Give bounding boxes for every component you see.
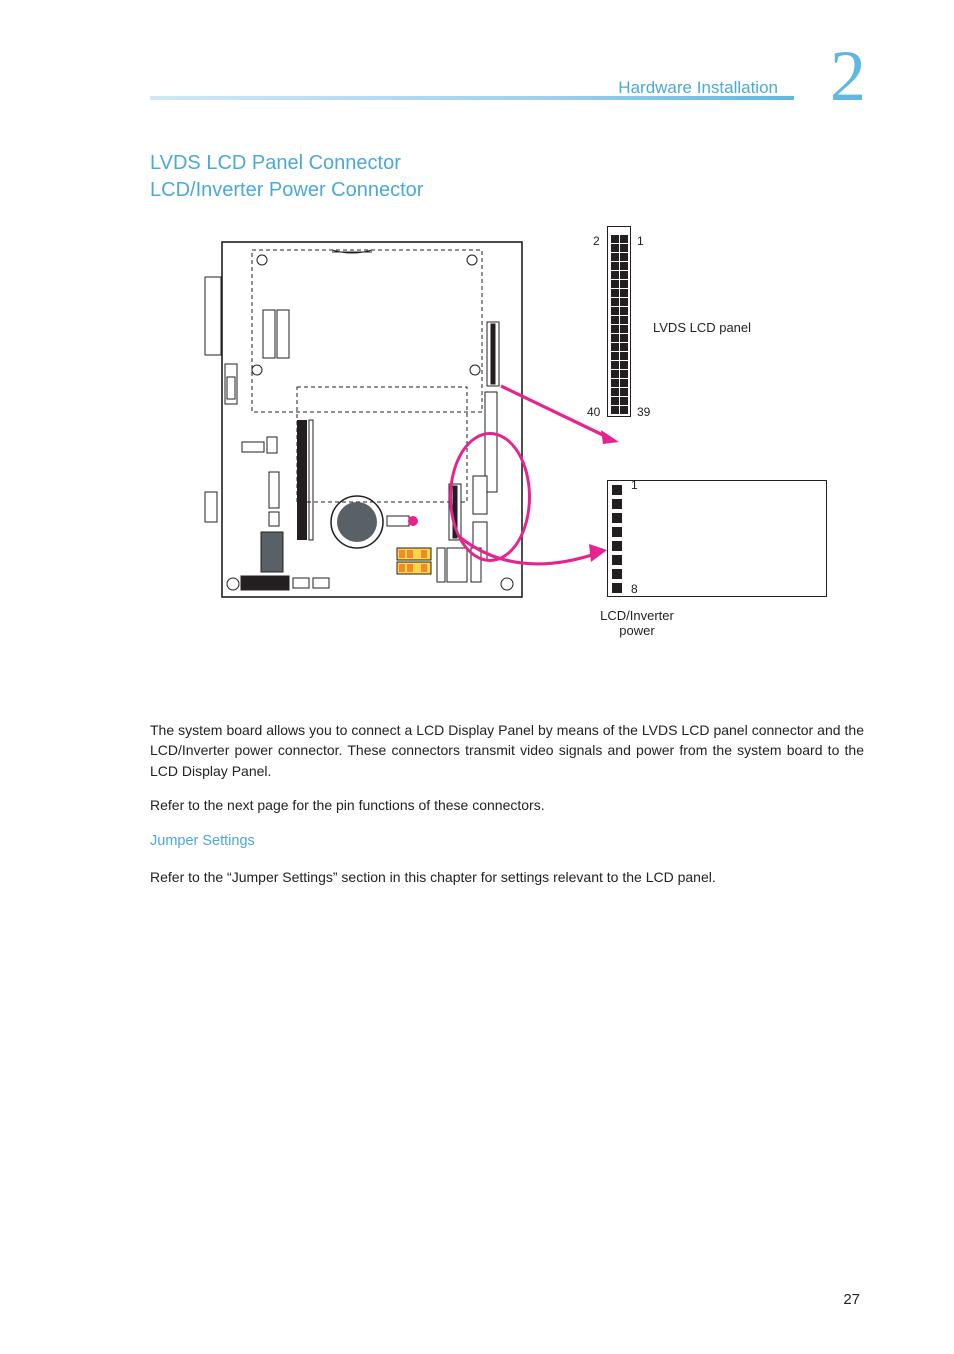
page-number: 27 [843,1291,860,1308]
lvds-pin [611,334,619,342]
inverter-label-line2: power [619,623,654,638]
lvds-pin [611,244,619,252]
lvds-pin [611,343,619,351]
inverter-pin [612,499,622,509]
diagram: 2 1 40 39 LVDS LCD panel 1 8 LCD/Inverte… [197,232,817,692]
inverter-label-line1: LCD/Inverter [600,608,674,623]
section-title-line2: LCD/Inverter Power Connector [150,179,423,201]
lvds-pin [620,235,628,243]
lvds-pin-top-right: 1 [637,234,644,248]
lvds-pin [620,253,628,261]
paragraph-2: Refer to the next page for the pin funct… [150,795,864,815]
paragraph-1: The system board allows you to connect a… [150,720,864,781]
lvds-pin [620,271,628,279]
lvds-pin [611,316,619,324]
arrow-to-inverter [455,532,615,592]
lvds-pin-bottom-right: 39 [637,405,650,419]
lvds-pin [620,262,628,270]
subheading-jumper-settings: Jumper Settings [150,833,864,849]
chapter-number: 2 [830,40,866,112]
inverter-label: LCD/Inverter power [577,608,697,638]
paragraph-3: Refer to the “Jumper Settings” section i… [150,867,864,887]
lvds-pin [620,244,628,252]
inverter-pin [612,513,622,523]
lvds-pin [611,307,619,315]
lvds-pin [611,361,619,369]
section-title-line1: LVDS LCD Panel Connector [150,152,401,174]
lvds-pin [611,253,619,261]
lvds-pin [611,325,619,333]
lvds-pin [620,352,628,360]
page: 2 Hardware Installation LVDS LCD Panel C… [0,0,954,1354]
arrow-to-lvds [497,382,627,452]
lvds-pin-top-left: 2 [593,234,600,248]
lvds-pin [611,352,619,360]
inverter-pin [612,485,622,495]
lvds-pin [620,370,628,378]
inverter-callout: 1 8 LCD/Inverter power [607,480,827,597]
header-title: Hardware Installation [618,78,778,98]
lvds-pin [611,271,619,279]
lvds-pin [611,280,619,288]
lvds-pin [620,316,628,324]
inverter-pin-last: 8 [631,582,638,596]
lvds-pin [620,334,628,342]
lvds-pin [611,298,619,306]
lvds-pin [620,289,628,297]
lvds-pin [620,325,628,333]
lvds-pin [620,343,628,351]
section-title: LVDS LCD Panel Connector LCD/Inverter Po… [150,150,864,204]
lvds-callout: 2 1 40 39 LVDS LCD panel [607,232,827,417]
lvds-pin [611,235,619,243]
lvds-pin [620,307,628,315]
lvds-pin [620,298,628,306]
inverter-pin-first: 1 [631,478,638,492]
lvds-pin [611,370,619,378]
inverter-connector [607,480,827,597]
lvds-label: LVDS LCD panel [653,320,751,335]
lvds-pin [620,361,628,369]
lvds-pin [611,262,619,270]
lvds-pin [611,289,619,297]
lvds-pin [620,280,628,288]
